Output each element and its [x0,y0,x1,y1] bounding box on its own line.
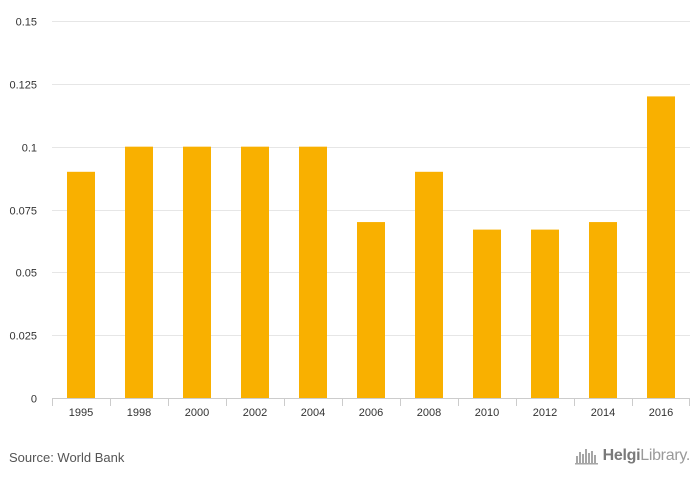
source-note: Source: World Bank [9,450,125,465]
y-tick-label: 0.1 [22,143,37,155]
bar-2010 [473,229,501,398]
helgilibrary-logo: HelgiLibrary. [574,447,691,465]
y-tick-label: 0.05 [16,268,37,280]
bar-2016 [647,96,675,399]
x-axis [52,398,690,406]
x-axis-labels: 1995 1998 2000 2002 2004 2006 2008 2010 2012 2014… [69,407,673,419]
bar-2002 [241,146,269,398]
skyline-icon [574,449,598,465]
bar-2012 [531,229,559,398]
bar-2000 [183,146,211,398]
bar-chart: 0 0.025 0.05 0.075 0.1 0.125 0.15 1995 1998 2000… [9,17,690,419]
x-tick-label: 2002 [243,407,267,419]
bar-2006 [357,222,385,398]
x-tick-label: 2010 [475,407,499,419]
x-tick-label: 2006 [359,407,383,419]
x-tick-label: 2014 [591,407,615,419]
logo-suffix: Library. [640,447,690,464]
bar-2014 [589,222,617,398]
y-tick-label: 0.075 [9,206,37,218]
x-tick-label: 2004 [301,407,325,419]
x-tick-label: 2016 [649,407,673,419]
y-tick-label: 0.025 [9,331,37,343]
bar-1998 [125,146,153,398]
x-tick-label: 1995 [69,407,93,419]
bar-2004 [299,146,327,398]
x-tick-label: 2008 [417,407,441,419]
bar-2008 [415,171,443,398]
x-tick-label: 2012 [533,407,557,419]
y-tick-label: 0.15 [16,17,37,29]
y-axis-labels: 0 0.025 0.05 0.075 0.1 0.125 0.15 [9,17,37,406]
y-tick-label: 0 [31,394,37,406]
y-tick-label: 0.125 [9,80,37,92]
x-tick-label: 2000 [185,407,209,419]
logo-brand: Helgi [602,447,641,464]
bar-1995 [67,171,95,398]
gridlines [52,21,690,336]
logo-text: HelgiLibrary. [602,447,691,465]
bars [67,96,675,399]
x-tick-label: 1998 [127,407,151,419]
